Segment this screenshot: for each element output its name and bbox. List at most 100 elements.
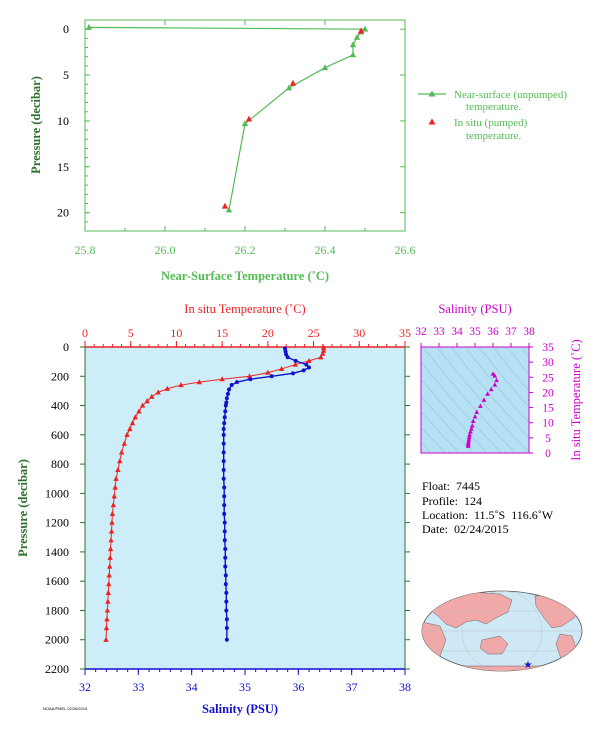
temperature-point-20 <box>127 425 133 432</box>
salinity-point-10 <box>248 377 253 382</box>
nearsurface-point-6 <box>321 64 329 71</box>
salinity-point-34 <box>222 538 227 543</box>
profile-ytick-label-2: 400 <box>51 399 69 413</box>
salinity-point-15 <box>224 396 229 401</box>
profile-ytick-label-6: 1200 <box>45 516 69 530</box>
temperature-point-4 <box>306 357 312 364</box>
top-xtick-label-4: 26.6 <box>395 243 416 257</box>
world-map: ★ <box>421 590 583 672</box>
temperature-point-43 <box>103 625 110 631</box>
ts-xlabel: Salinity (PSU) <box>438 302 511 316</box>
top-xlabel: Near-Surface Temperature (˚C) <box>161 269 329 283</box>
salinity-point-9 <box>269 374 274 379</box>
temp-tick-label-6: 30 <box>353 326 365 340</box>
ts-ytick-label-6: 30 <box>542 357 554 369</box>
salinity-point-23 <box>221 441 226 446</box>
ts-isoline-15 <box>520 347 529 358</box>
ts-point-7 <box>478 403 483 408</box>
salinity-point-38 <box>223 573 228 578</box>
ts-xtick-label-0: 32 <box>415 326 427 338</box>
profile-ytick-label-3: 600 <box>51 428 69 442</box>
temperature-point-42 <box>104 616 110 622</box>
sal-tick-label-4: 36 <box>292 680 304 694</box>
salinity-point-29 <box>222 494 227 499</box>
temperature-point-30 <box>109 510 116 516</box>
ts-ytick-label-2: 10 <box>542 418 554 430</box>
ts-isoline-16 <box>527 337 601 463</box>
salinity-point-45 <box>224 637 229 642</box>
insitu-point-2 <box>245 115 253 122</box>
ts-point-14 <box>467 432 472 437</box>
profile-ylabel: Pressure (decibar) <box>16 459 30 557</box>
temperature-point-21 <box>124 431 130 437</box>
ts-point-1 <box>492 373 498 378</box>
info-float: Float: 7445 <box>422 479 481 493</box>
ts-isoline-3 <box>421 426 446 453</box>
salinity-point-13 <box>227 387 231 392</box>
ts-point-6 <box>481 397 487 402</box>
temperature-point-23 <box>118 449 125 455</box>
profile-ytick-label-10: 2000 <box>45 633 69 647</box>
ts-diagram: 32 33 34 35 36 37 38 0 5 10 15 20 25 30 35 Salinity (P… <box>415 302 601 463</box>
temperature-point-10 <box>196 379 202 385</box>
profile-ytick-label-11: 2200 <box>45 662 69 676</box>
sal-tick-label-3: 35 <box>239 680 251 694</box>
temperature-point-18 <box>132 414 138 420</box>
temperature-point-32 <box>108 528 115 534</box>
salinity-point-19 <box>222 415 227 420</box>
footer-code: NOAA/PMEL 02/26/2015 <box>43 706 88 711</box>
profile-ytick-label-8: 1600 <box>45 574 69 588</box>
ts-isoline-12 <box>478 347 529 408</box>
salinity-point-27 <box>221 476 226 481</box>
salinity-point-6 <box>307 365 311 370</box>
salinity-point-39 <box>223 582 228 587</box>
salinity-point-32 <box>222 520 227 525</box>
temperature-point-31 <box>109 519 115 525</box>
sal-tick-label-5: 37 <box>346 680 358 694</box>
ts-point-13 <box>468 429 473 434</box>
salinity-point-25 <box>221 459 226 464</box>
temperature-point-44 <box>103 636 109 642</box>
legend-entry-nearsurface-1: Near-surface (unpumped) <box>454 89 567 101</box>
salinity-point-44 <box>224 626 229 631</box>
legend-marker-insitu <box>428 118 436 125</box>
salinity-point-26 <box>221 467 226 472</box>
ts-point-3 <box>492 382 498 387</box>
temperature-point-12 <box>164 385 170 391</box>
ts-xtick-label-5: 37 <box>505 326 517 338</box>
profile-ytick-label-0: 0 <box>63 340 69 354</box>
salinity-point-11 <box>235 380 239 385</box>
temp-tick-label-5: 25 <box>308 326 320 340</box>
ts-point-16 <box>466 436 472 442</box>
salinity-point-20 <box>222 421 227 426</box>
temperature-point-9 <box>219 376 225 382</box>
temperature-point-29 <box>110 502 117 508</box>
salinity-point-41 <box>224 599 229 604</box>
top-ylabel: Pressure (decibar) <box>29 76 43 174</box>
temperature-point-36 <box>106 563 113 569</box>
temperature-point-40 <box>105 598 111 604</box>
top-ytick-label-0: 0 <box>63 22 69 36</box>
ts-ytick-label-4: 20 <box>542 387 554 399</box>
temperature-point-28 <box>111 493 117 499</box>
sal-tick-label-2: 34 <box>186 680 198 694</box>
ts-isoline-8 <box>422 347 516 453</box>
ts-ylabel: In situ Temperature (˚C) <box>569 339 583 460</box>
temperature-point-33 <box>108 537 114 543</box>
info-location: Location: 11.5˚S 116.6˚W <box>422 508 554 522</box>
temperature-point-38 <box>106 581 112 587</box>
temp-tick-label-4: 20 <box>262 326 274 340</box>
nearsurface-point-8 <box>241 120 249 127</box>
sal-tick-label-0: 32 <box>79 680 91 694</box>
temp-tick-label-2: 10 <box>170 326 182 340</box>
insitu-point-3 <box>221 202 229 209</box>
salinity-point-4 <box>293 358 298 363</box>
ts-ytick-label-3: 15 <box>542 403 554 415</box>
top-xtick-label-3: 26.4 <box>315 243 336 257</box>
temperature-point-8 <box>246 373 253 379</box>
top-ytick-label-1: 5 <box>63 68 69 82</box>
ts-ytick-label-7: 35 <box>542 342 554 354</box>
nearsurface-point-4 <box>349 41 357 48</box>
salinity-point-24 <box>221 450 226 455</box>
